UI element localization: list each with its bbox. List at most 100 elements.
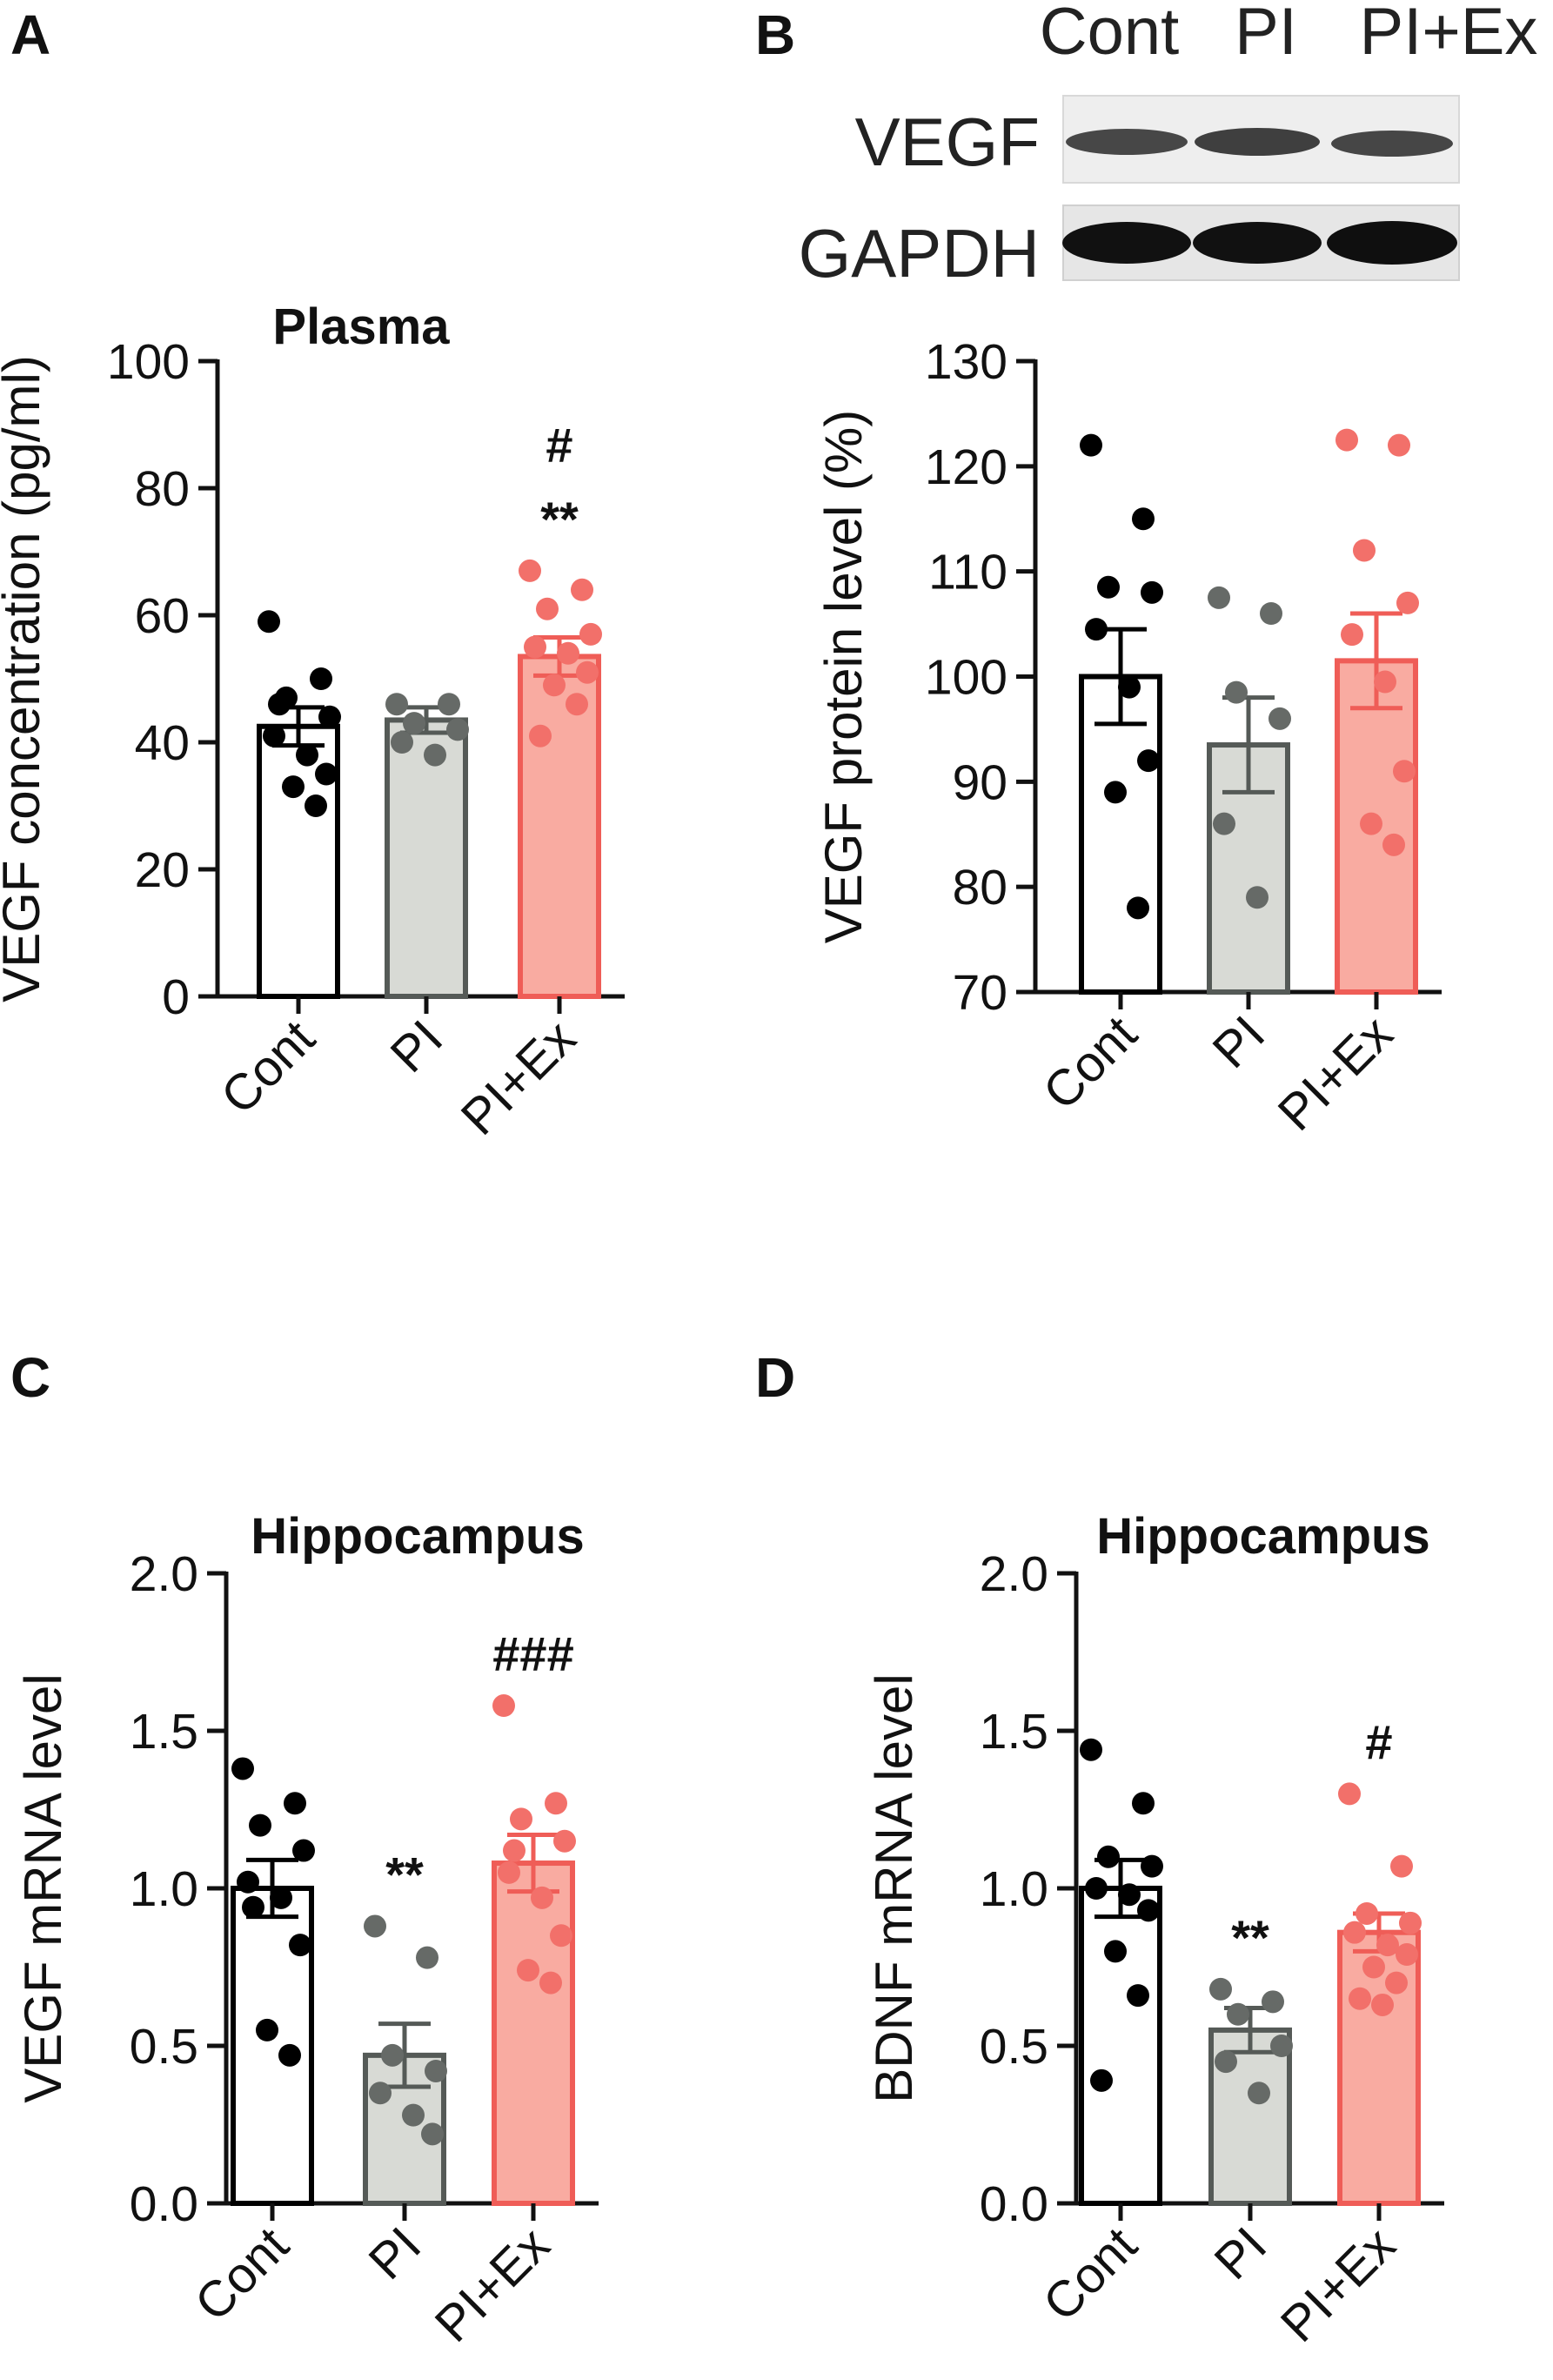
chart-d-point-pi xyxy=(1262,1990,1284,2014)
chart-d-y-tick-label: 0.5 xyxy=(980,2019,1048,2075)
chart-d-point-pi xyxy=(1248,2082,1270,2105)
chart-b-point-pi xyxy=(1269,707,1291,730)
blot-row-label-gapdh: GAPDH xyxy=(799,215,1040,292)
chart-c-point-pi-ex xyxy=(492,1694,515,1718)
chart-a-y-tick-label: 0 xyxy=(162,969,190,1025)
chart-c-point-pi-ex xyxy=(510,1807,532,1831)
chart-c-point-pi-ex xyxy=(550,1924,572,1948)
chart-c-point-pi xyxy=(416,1946,438,1969)
chart-c-point-pi-ex xyxy=(545,1792,567,1815)
chart-d-point-cont xyxy=(1118,1883,1141,1907)
chart-b-point-pi xyxy=(1260,602,1282,625)
chart-d-y-tick-label: 2.0 xyxy=(980,1546,1048,1602)
chart-c-point-pi xyxy=(402,2103,425,2127)
chart-c-point-cont xyxy=(242,1895,264,1919)
chart-a-category-label-pi: PI xyxy=(379,1009,453,1083)
chart-c-point-pi-ex xyxy=(553,1829,576,1853)
chart-b-point-pi-ex xyxy=(1374,670,1396,694)
chart-d-bar-cont xyxy=(1079,1886,1162,2206)
chart-d-title: Hippocampus xyxy=(1096,1508,1430,1565)
chart-c-point-pi xyxy=(425,2059,447,2082)
chart-a-title: Plasma xyxy=(272,298,450,355)
chart-a-point-cont xyxy=(315,762,338,786)
chart-c-point-pi xyxy=(364,1914,386,1938)
chart-d-point-pi-ex xyxy=(1390,1854,1413,1878)
chart-a-point-pi-ex xyxy=(529,724,552,748)
chart-c-point-pi xyxy=(369,2082,392,2105)
chart-b-category-label-cont: Cont xyxy=(1033,1005,1148,1121)
chart-b-point-cont xyxy=(1080,433,1102,457)
chart-a-point-pi xyxy=(438,693,460,716)
chart-c-point-cont xyxy=(284,1792,306,1815)
chart-a-point-pi-ex xyxy=(519,559,541,582)
chart-d-point-pi-ex xyxy=(1362,1955,1385,1979)
chart-c-y-axis-title: VEGF mRNA level xyxy=(14,1673,72,2102)
chart-d-point-pi xyxy=(1209,1977,1232,2001)
blot-band-vegf-pi xyxy=(1195,128,1320,156)
chart-d-y-tick-label: 1.0 xyxy=(980,1861,1048,1917)
chart-c-y-tick-label: 1.5 xyxy=(130,1704,198,1760)
chart-b-point-pi xyxy=(1246,886,1269,909)
chart-b-point-cont xyxy=(1104,781,1127,804)
blot-header-pi-ex: PI+Ex xyxy=(1360,0,1538,69)
chart-d-point-pi-ex xyxy=(1343,1921,1366,1944)
chart-b-y-tick-label: 80 xyxy=(953,860,1007,915)
charts: Plasma 0 20 40 60 80 100 VEGF concentration (pg… xyxy=(0,298,1444,2353)
chart-b-point-pi-ex xyxy=(1341,623,1363,647)
chart-d-significance-pi-ex: # xyxy=(1365,1714,1392,1769)
chart-c-y-tick-label: 0.0 xyxy=(130,2176,198,2232)
chart-c-point-cont xyxy=(292,1839,315,1862)
chart-d-point-pi-ex xyxy=(1399,1911,1422,1934)
chart-b-category-label-pi: PI xyxy=(1202,1005,1275,1079)
western-blot: Cont PI PI+Ex VEGF GAPDH xyxy=(799,0,1538,292)
chart-d-y-tick-label: 1.5 xyxy=(980,1704,1048,1760)
chart-b-point-pi xyxy=(1208,586,1230,609)
chart-d-point-cont xyxy=(1085,1877,1108,1900)
blot-band-vegf-pi-ex xyxy=(1331,131,1453,157)
chart-b-point-cont xyxy=(1132,507,1155,531)
chart-c-point-cont xyxy=(278,2043,301,2067)
chart-d-point-pi-ex xyxy=(1356,1901,1378,1925)
chart-d-y-tick-label: 0.0 xyxy=(980,2176,1048,2232)
chart-d-point-cont xyxy=(1097,1845,1120,1868)
chart-c-point-cont xyxy=(237,1870,259,1894)
chart-d-y-axis-title: BDNF mRNA level xyxy=(865,1673,923,2102)
chart-a-point-cont xyxy=(305,794,327,817)
chart-c-point-cont xyxy=(249,1813,271,1837)
chart-a-point-cont xyxy=(258,610,280,634)
chart-a-point-cont xyxy=(282,775,305,799)
chart-c-point-pi-ex xyxy=(503,1839,525,1862)
chart-c: Hippocampus 0.0 0.5 1.0 1.5 2.0 VEGF mRNA leve… xyxy=(14,1508,599,2353)
chart-b-point-cont xyxy=(1097,575,1120,599)
chart-a-point-pi-ex xyxy=(571,578,593,601)
chart-a-point-pi xyxy=(385,693,408,716)
chart-a-y-tick-label: 40 xyxy=(135,715,190,771)
chart-a-point-cont xyxy=(318,705,341,728)
chart-a-point-pi-ex xyxy=(524,635,546,659)
chart-b-y-axis-title: VEGF protein level (%) xyxy=(814,410,873,944)
chart-a-point-pi xyxy=(403,712,425,735)
chart-b-point-pi-ex xyxy=(1393,760,1416,783)
chart-d-point-cont xyxy=(1104,1940,1127,1963)
chart-a-y-axis-title: VEGF concentration (pg/ml) xyxy=(0,355,50,1002)
chart-c-category-label-pi: PI xyxy=(358,2216,432,2290)
chart-b: 70 80 90 100 110 120 130 VEGF protein level (%)… xyxy=(814,334,1442,1142)
chart-c-point-pi xyxy=(421,2122,444,2146)
chart-b-point-pi-ex xyxy=(1353,539,1376,562)
chart-c-point-pi-ex xyxy=(517,1959,539,1982)
chart-b-point-cont xyxy=(1127,896,1149,920)
chart-b-y-tick-label: 110 xyxy=(928,545,1007,600)
chart-c-y-tick-label: 0.5 xyxy=(130,2019,198,2075)
chart-a-point-pi-ex xyxy=(536,597,559,620)
chart-d-point-pi-ex xyxy=(1349,1987,1371,2010)
chart-d-category-label-pi-ex: PI+Ex xyxy=(1270,2216,1407,2353)
chart-a-y-tick-label: 100 xyxy=(107,334,190,390)
chart-b-y-tick-label: 130 xyxy=(925,334,1007,390)
chart-d-point-pi-ex xyxy=(1385,1971,1408,1995)
chart-a-y-tick-label: 80 xyxy=(135,461,190,517)
blot-band-gapdh-pi xyxy=(1193,222,1322,264)
panel-letter-a: A xyxy=(10,3,50,66)
chart-c-category-label-cont: Cont xyxy=(184,2216,300,2332)
chart-a-point-cont xyxy=(268,693,291,716)
